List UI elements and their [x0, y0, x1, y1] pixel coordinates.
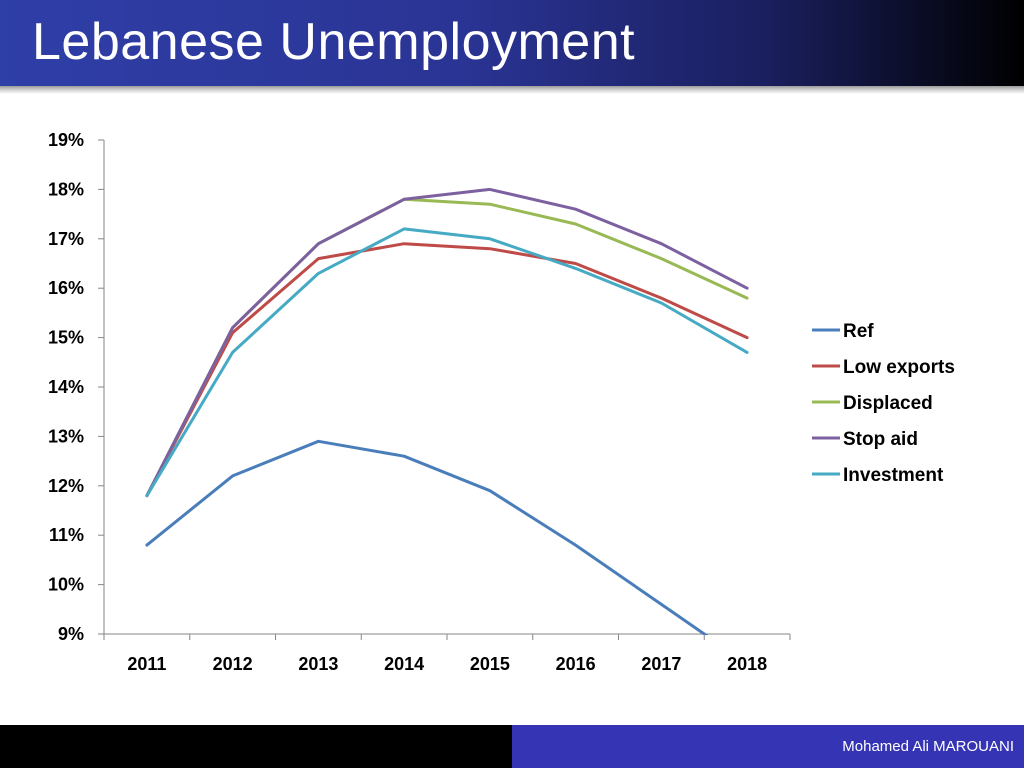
legend: Ref Low exports Displaced Stop aid Investmen… [812, 321, 955, 486]
series-line-ref [145, 439, 709, 635]
x-tick-label: 2013 [298, 654, 338, 674]
x-tick-label: 2014 [384, 654, 424, 674]
series-line-low-exports [145, 242, 749, 498]
footer-author: Mohamed Ali MAROUANI [842, 738, 1014, 755]
x-tick-label: 2016 [556, 654, 596, 674]
slide-title: Lebanese Unemployment [32, 13, 636, 71]
y-tick-label: 9% [58, 624, 84, 644]
y-tick-label: 18% [48, 179, 84, 199]
legend-label-investment: Investment [843, 465, 944, 486]
x-tick-label: 2012 [213, 654, 253, 674]
x-tick-label: 2011 [127, 654, 166, 674]
series-line-stop-aid [145, 187, 749, 498]
footer-left-band [0, 725, 512, 768]
legend-label-stop-aid: Stop aid [843, 429, 918, 450]
y-tick-label: 10% [48, 575, 84, 595]
y-tick-label: 11% [49, 525, 84, 545]
axes: 9% 10% 11% 12% 13% 14% 15% 16% 17% 18% 19% 2011 2012… [48, 130, 791, 674]
y-tick-label: 15% [48, 328, 84, 348]
x-tick-label: 2018 [727, 654, 767, 674]
x-tick-label: 2015 [470, 654, 510, 674]
title-shadow [0, 86, 1024, 94]
x-tick-label: 2017 [641, 654, 681, 674]
legend-label-displaced: Displaced [843, 393, 933, 414]
y-tick-label: 17% [48, 229, 84, 249]
y-tick-label: 13% [48, 426, 84, 446]
series-line-investment [145, 227, 749, 498]
series-lines [145, 187, 749, 635]
y-tick-label: 19% [48, 130, 84, 150]
y-tick-label: 12% [48, 476, 84, 496]
footer-right-band: Mohamed Ali MAROUANI [512, 725, 1024, 768]
legend-label-ref: Ref [843, 321, 874, 342]
title-bar: Lebanese Unemployment [0, 0, 1024, 86]
y-tick-label: 14% [48, 377, 84, 397]
y-tick-label: 16% [48, 278, 84, 298]
legend-label-low-exports: Low exports [843, 357, 955, 378]
